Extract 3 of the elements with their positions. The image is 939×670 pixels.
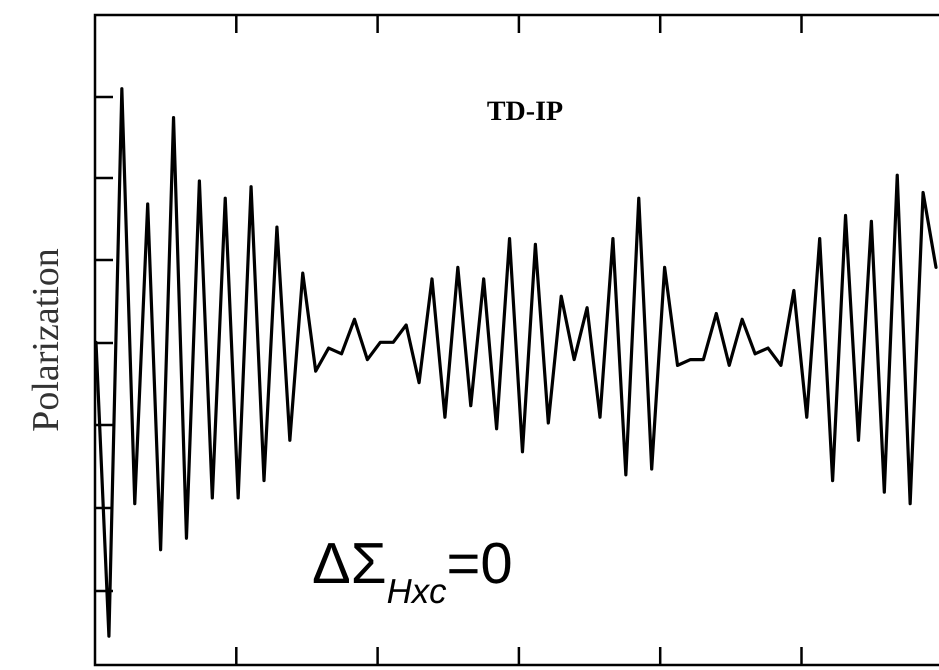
- annotation: ΔΣ$_{Hxc}$=0: [312, 531, 513, 610]
- chart-title: TD-IP: [486, 96, 564, 127]
- y-axis-title: Polarization: [25, 248, 67, 432]
